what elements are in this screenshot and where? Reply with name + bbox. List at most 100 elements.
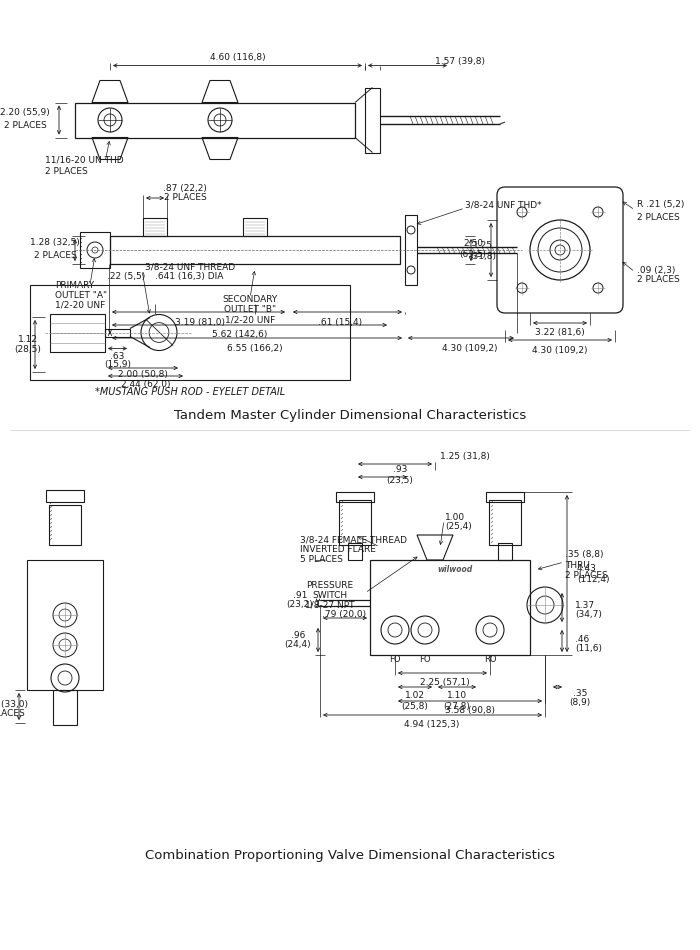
Text: 2.50: 2.50 — [463, 238, 483, 248]
Text: 1/2-20 UNF: 1/2-20 UNF — [225, 315, 275, 325]
Text: PRIMARY: PRIMARY — [55, 280, 94, 290]
Text: 1.25 (31,8): 1.25 (31,8) — [440, 451, 490, 461]
Bar — [46, 490, 84, 502]
Bar — [27, 560, 103, 690]
Bar — [49, 505, 81, 545]
Text: (15,9): (15,9) — [104, 360, 131, 369]
Text: .641 (16,3) DIA: .641 (16,3) DIA — [155, 273, 223, 281]
Text: 4.30 (109,2): 4.30 (109,2) — [532, 346, 588, 354]
Text: (28,5): (28,5) — [15, 345, 41, 354]
Text: .61 (15,4): .61 (15,4) — [318, 317, 362, 327]
Text: .93: .93 — [393, 466, 407, 474]
Text: .46: .46 — [575, 635, 589, 643]
Text: (34,7): (34,7) — [575, 611, 602, 619]
Text: (25,4): (25,4) — [445, 522, 472, 531]
Text: 1.00: 1.00 — [445, 512, 465, 522]
Text: THRU: THRU — [565, 560, 590, 569]
Text: FO: FO — [389, 656, 400, 664]
Text: 1.12: 1.12 — [18, 335, 38, 344]
Text: 4.60 (116,8): 4.60 (116,8) — [210, 53, 265, 62]
Text: RO: RO — [484, 656, 496, 664]
Text: 1.28 (32,5): 1.28 (32,5) — [30, 238, 80, 248]
Text: PRESSURE: PRESSURE — [307, 580, 354, 590]
Text: (23,2): (23,2) — [286, 600, 314, 610]
Text: .79 (20,0): .79 (20,0) — [322, 611, 366, 619]
Text: 3/8-24 UNF THD*: 3/8-24 UNF THD* — [465, 200, 542, 210]
Text: 1.37: 1.37 — [575, 600, 595, 610]
Bar — [365, 87, 380, 153]
Bar — [489, 500, 521, 545]
Text: 2 PLACES: 2 PLACES — [45, 167, 88, 177]
Text: wilwood: wilwood — [438, 565, 472, 575]
Text: (25,8): (25,8) — [402, 701, 428, 711]
Text: 2 PLACES: 2 PLACES — [565, 571, 608, 579]
Text: 3.19 (81,0): 3.19 (81,0) — [175, 317, 225, 327]
Text: 1.57 (39,8): 1.57 (39,8) — [435, 57, 485, 66]
Text: 2.20 (55,9): 2.20 (55,9) — [0, 107, 50, 117]
Text: (63,5): (63,5) — [459, 251, 486, 259]
Text: 2 PLACES: 2 PLACES — [164, 194, 206, 202]
Text: Combination Proportioning Valve Dimensional Characteristics: Combination Proportioning Valve Dimensio… — [145, 848, 555, 862]
Text: (11,6): (11,6) — [575, 644, 602, 654]
Text: 2 PLACES: 2 PLACES — [4, 121, 46, 129]
Text: OUTLET "B": OUTLET "B" — [224, 306, 276, 314]
Text: .35 (8,8): .35 (8,8) — [565, 550, 603, 560]
Text: .35: .35 — [573, 689, 587, 697]
Text: (27,8): (27,8) — [444, 701, 470, 711]
Bar — [348, 543, 362, 560]
Text: FO: FO — [419, 656, 430, 664]
Text: 2.25 (57,1): 2.25 (57,1) — [420, 677, 470, 687]
Text: 2 PLACES: 2 PLACES — [0, 710, 25, 718]
Text: 3.58 (90,8): 3.58 (90,8) — [445, 706, 495, 714]
Text: 2 PLACES: 2 PLACES — [34, 251, 76, 259]
Bar — [53, 690, 77, 725]
Text: 4.94 (125,3): 4.94 (125,3) — [405, 719, 460, 729]
Text: 4.30 (109,2): 4.30 (109,2) — [442, 344, 498, 352]
Text: (112,4): (112,4) — [577, 575, 610, 584]
Text: 5.62 (142,6): 5.62 (142,6) — [212, 331, 267, 339]
Text: (8,9): (8,9) — [569, 698, 591, 708]
Text: 2.44 (62,0): 2.44 (62,0) — [120, 379, 170, 389]
Bar — [143, 218, 167, 236]
Bar — [30, 285, 350, 380]
Text: 11/16-20 UN THD: 11/16-20 UN THD — [45, 156, 124, 164]
Bar — [370, 560, 530, 655]
Bar — [498, 543, 512, 560]
Text: 3/8-24 UNF THREAD: 3/8-24 UNF THREAD — [145, 262, 235, 272]
Bar — [110, 236, 400, 264]
Text: .09 (2,3): .09 (2,3) — [637, 265, 676, 275]
Bar — [405, 215, 417, 285]
Bar — [486, 492, 524, 502]
Text: R .21 (5,2): R .21 (5,2) — [637, 200, 685, 210]
Text: 2 PLACES: 2 PLACES — [637, 213, 680, 221]
Text: 1/2-20 UNF: 1/2-20 UNF — [55, 300, 105, 310]
Text: 1.25: 1.25 — [473, 240, 493, 250]
Bar — [243, 218, 267, 236]
Text: OUTLET "A": OUTLET "A" — [55, 291, 107, 299]
Text: 2.00 (50,8): 2.00 (50,8) — [118, 370, 168, 379]
Text: .63: .63 — [111, 352, 125, 361]
Text: 5 PLACES: 5 PLACES — [300, 556, 343, 564]
Text: SWITCH: SWITCH — [312, 591, 348, 599]
Text: 6.55 (166,2): 6.55 (166,2) — [228, 344, 283, 352]
Bar — [50, 314, 105, 352]
Text: INVERTED FLARE: INVERTED FLARE — [300, 545, 376, 555]
Text: (23,5): (23,5) — [386, 476, 414, 484]
Text: .22 (5,5): .22 (5,5) — [107, 273, 146, 281]
Text: SECONDARY: SECONDARY — [223, 295, 278, 305]
Text: 3.22 (81,6): 3.22 (81,6) — [535, 329, 585, 337]
Bar — [336, 492, 374, 502]
Bar — [105, 329, 130, 336]
Text: (24,4): (24,4) — [285, 640, 312, 650]
Text: .87 (22,2): .87 (22,2) — [163, 183, 207, 193]
Text: 1.02: 1.02 — [405, 692, 425, 700]
Bar — [339, 500, 371, 545]
Text: 1/8-27 NPT: 1/8-27 NPT — [305, 600, 355, 610]
Bar — [80, 232, 110, 268]
Text: 4.43: 4.43 — [577, 564, 597, 573]
Text: 1.10: 1.10 — [447, 692, 467, 700]
Text: .91: .91 — [293, 591, 307, 599]
Bar — [75, 103, 355, 138]
Text: *MUSTANG PUSH ROD - EYELET DETAIL: *MUSTANG PUSH ROD - EYELET DETAIL — [95, 387, 285, 397]
Text: 2 PLACES: 2 PLACES — [637, 276, 680, 284]
